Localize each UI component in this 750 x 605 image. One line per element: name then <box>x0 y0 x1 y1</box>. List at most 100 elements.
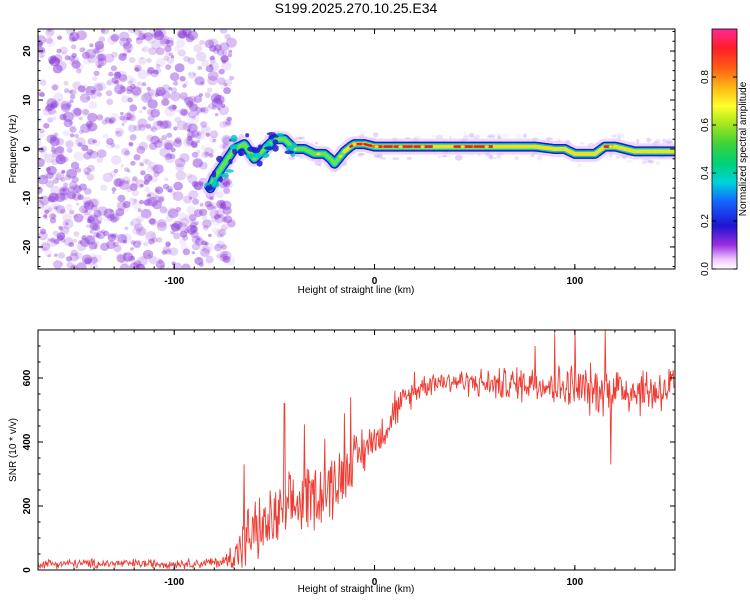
noise-blob <box>81 235 87 240</box>
noise-blob <box>148 218 156 225</box>
noise-blob <box>49 136 60 147</box>
noise-blob <box>93 254 103 263</box>
ridge-blob <box>268 134 275 140</box>
noise-blob <box>195 237 204 246</box>
noise-blob <box>102 212 114 222</box>
noise-blob <box>155 63 161 69</box>
noise-blob <box>38 174 49 185</box>
noise-blob <box>84 171 90 176</box>
noise-blob <box>62 111 74 122</box>
noise-blob <box>177 49 186 57</box>
noise-blob <box>38 157 45 168</box>
noise-blob <box>45 37 53 44</box>
noise-blob <box>196 51 207 62</box>
noise-blob <box>88 101 97 109</box>
noise-blob <box>515 133 523 140</box>
noise-blob <box>137 69 149 80</box>
noise-blob <box>215 229 224 238</box>
noise-blob <box>183 195 193 204</box>
noise-blob <box>496 153 502 159</box>
noise-blob <box>141 93 152 103</box>
noise-blob <box>90 256 99 264</box>
noise-blob <box>209 45 217 52</box>
ridge-blob <box>256 160 263 167</box>
noise-blob <box>221 59 227 64</box>
noise-blob <box>48 192 59 203</box>
colorbar-scale <box>711 28 738 270</box>
noise-blob <box>179 108 188 116</box>
noise-blob <box>45 180 55 188</box>
noise-blob <box>70 161 80 170</box>
noise-blob <box>210 93 222 103</box>
noise-blob <box>62 130 70 137</box>
noise-blob <box>134 29 142 36</box>
noise-blob <box>187 131 196 139</box>
noise-blob <box>111 191 116 195</box>
noise-blob <box>128 142 134 147</box>
noise-blob <box>209 130 219 139</box>
noise-blob <box>161 250 167 255</box>
noise-blob <box>153 30 165 41</box>
noise-blob <box>89 150 99 159</box>
noise-blob <box>128 124 137 133</box>
noise-blob <box>169 72 180 82</box>
ridge-dot <box>484 145 489 149</box>
noise-blob <box>146 58 152 63</box>
noise-blob <box>124 167 129 172</box>
noise-blob <box>142 249 154 260</box>
noise-blob <box>39 128 45 134</box>
noise-blob <box>646 137 652 143</box>
ridge-dot <box>650 150 656 153</box>
colorbar-label: Normalized spectral amplitude <box>738 81 749 216</box>
noise-blob <box>224 33 231 40</box>
ridge-dot <box>594 151 600 154</box>
noise-blob <box>201 240 207 246</box>
noise-blob <box>488 154 494 160</box>
noise-blob <box>55 172 64 181</box>
noise-blob <box>93 231 100 238</box>
noise-blob <box>193 209 203 218</box>
figure-title: S199.2025.270.10.25.E34 <box>275 0 438 16</box>
noise-blob <box>111 77 119 84</box>
noise-blob <box>108 116 116 124</box>
noise-blob <box>114 84 126 95</box>
noise-blob <box>136 145 146 154</box>
ridge-dot <box>628 149 634 152</box>
noise-blob <box>77 194 84 201</box>
noise-blob <box>151 40 162 50</box>
noise-blob <box>60 100 71 111</box>
noise-blob <box>135 37 143 45</box>
noise-blob <box>193 95 203 103</box>
noise-blob <box>122 176 131 184</box>
noise-blob <box>134 64 142 72</box>
noise-blob <box>68 242 75 247</box>
noise-blob <box>147 66 155 74</box>
noise-blob <box>144 186 151 193</box>
noise-blob <box>208 153 214 158</box>
noise-blob <box>209 196 214 201</box>
x-tick-label: 100 <box>566 577 583 588</box>
noise-blob <box>131 189 139 197</box>
noise-blob <box>89 43 94 48</box>
noise-blob <box>199 39 205 46</box>
noise-blob <box>204 200 212 208</box>
noise-blob <box>219 42 230 52</box>
noise-blob <box>150 127 154 131</box>
noise-blob <box>225 120 231 126</box>
noise-blob <box>41 204 52 214</box>
noise-blob <box>221 224 228 231</box>
spectrogram-x-label: Height of straight line (km) <box>298 285 415 296</box>
noise-blob <box>196 139 200 143</box>
noise-blob <box>115 130 120 134</box>
noise-blob <box>182 122 192 131</box>
noise-blob <box>66 147 73 153</box>
noise-blob <box>314 160 322 166</box>
noise-blob <box>123 41 132 50</box>
noise-blob <box>148 255 158 265</box>
noise-blob <box>80 238 91 247</box>
noise-blob <box>545 137 554 141</box>
noise-blob <box>665 140 673 144</box>
noise-blob <box>141 252 149 260</box>
noise-blob <box>126 187 133 193</box>
noise-blob <box>104 53 115 63</box>
